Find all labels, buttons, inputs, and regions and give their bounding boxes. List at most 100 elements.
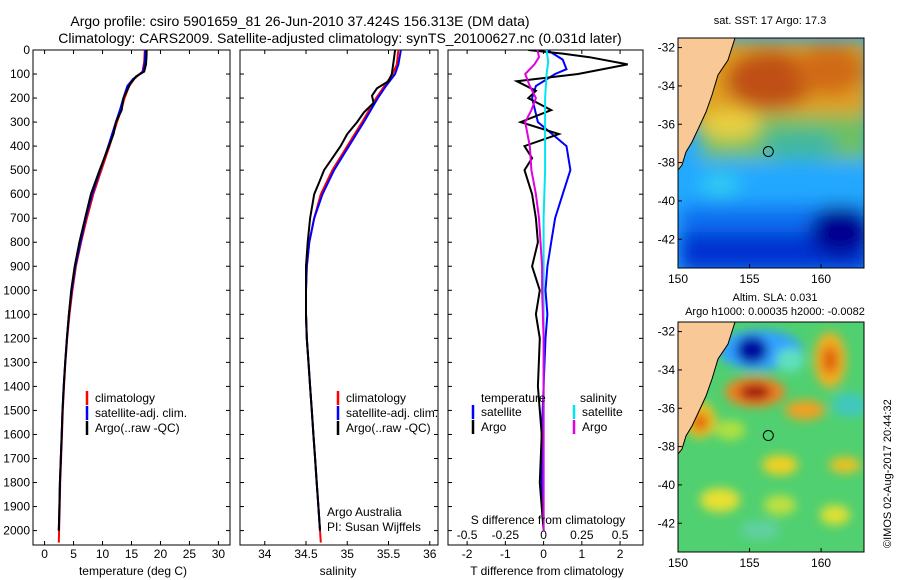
figure-title-line-1: Argo profile: csiro 5901659_81 26-Jun-20…: [70, 13, 529, 29]
salinity-difference-tick-label: 0.5: [612, 528, 629, 542]
map-x-tick-label: 150: [668, 556, 688, 570]
legend-label-temp-argo: Argo: [481, 420, 507, 434]
sst-map-x-axis: 150 155 160: [668, 264, 831, 286]
legend-label-satellite: satellite-adj. clim.: [95, 406, 187, 420]
difference-x-tick-label: -1: [500, 547, 511, 561]
legend-label-argo: Argo(..raw -QC): [95, 421, 180, 435]
map-y-tick-label: -38: [658, 156, 676, 170]
difference-y-ticks: [448, 49, 643, 532]
map-x-tick-label: 150: [668, 272, 688, 286]
legend-label-sal-argo: Argo: [582, 420, 608, 434]
depth-tick-label: 1100: [4, 307, 30, 321]
series-line-argo-raw-qc-: [57, 50, 148, 531]
annotation-argo-australia: Argo Australia: [327, 505, 402, 519]
difference-xlabel: T difference from climatology: [470, 564, 624, 578]
difference-x-tick-label: 0: [540, 547, 547, 561]
salinity-x-tick-label: 34.5: [294, 547, 318, 561]
salinity-legend: climatology satellite-adj. clim. Argo(..…: [336, 391, 438, 435]
salinity-xlabel: salinity: [320, 564, 357, 578]
depth-tick-label: 0: [23, 43, 30, 57]
map-x-tick-label: 160: [811, 556, 831, 570]
depth-tick-label: 500: [10, 163, 30, 177]
difference-series: [513, 50, 628, 531]
depth-tick-label: 600: [10, 187, 30, 201]
depth-tick-label: 900: [10, 259, 30, 273]
difference-top-xlabel: S difference from climatology: [471, 513, 626, 527]
depth-tick-label: 1700: [3, 451, 30, 465]
difference-x-tick-label: 1: [578, 547, 585, 561]
sla-map-frame: [677, 321, 865, 553]
depth-tick-label: 400: [10, 139, 30, 153]
depth-tick-label: 1300: [3, 355, 30, 369]
salinity-difference-tick-label: 0: [540, 528, 547, 542]
depth-tick-label: 700: [10, 211, 30, 225]
legend-label-satellite: satellite-adj. clim.: [346, 406, 438, 420]
map-y-tick-label: -42: [658, 516, 676, 530]
depth-tick-label: 800: [10, 235, 30, 249]
map-y-tick-label: -40: [658, 194, 676, 208]
map-y-tick-label: -32: [658, 325, 676, 339]
temperature-x-tick-label: 30: [212, 547, 226, 561]
temperature-legend: climatology satellite-adj. clim. Argo(..…: [85, 391, 187, 435]
salinity-difference-tick-label: 0.25: [570, 528, 594, 542]
depth-tick-label: 1400: [3, 379, 30, 393]
sst-map-panel: sat. SST: 17 Argo: 17.3 150 155 160 -32 -34…: [658, 15, 865, 286]
depth-axis: 0 100 200 300 400 500 600 700 800 900 1000 1100 1200…: [3, 43, 230, 538]
sst-map-frame: [677, 37, 865, 269]
depth-tick-label: 100: [10, 67, 30, 81]
sst-land-mask: [678, 38, 736, 171]
temperature-xlabel: temperature (deg C): [79, 564, 187, 578]
difference-legend-salinity: salinity satellite Argo: [572, 391, 623, 434]
temperature-x-axis: 0 5 10 15 20 25 30: [41, 50, 225, 561]
imos-credit: ©IMOS 02-Aug-2017 20:44:32: [882, 399, 894, 548]
series-line-salinity-argo: [524, 50, 545, 531]
depth-tick-label: 200: [10, 91, 30, 105]
salinity-x-axis: 34 34.5 35 35.5 36: [258, 50, 437, 561]
legend-title-temperature: temperature: [481, 391, 546, 405]
sla-map-title-line-1: Altim. SLA: 0.031: [733, 292, 818, 304]
temperature-x-tick-label: 5: [70, 547, 77, 561]
sst-map-image: [678, 38, 864, 268]
map-y-tick-label: -42: [658, 232, 676, 246]
salinity-y-ticks: [240, 49, 438, 532]
difference-x-axis: -2 -1 0 1 2 -0.5 -0.25 0 0.25 0.5: [457, 50, 629, 561]
map-y-tick-label: -34: [658, 79, 676, 93]
map-y-tick-label: -40: [658, 478, 676, 492]
difference-legend-temperature: temperature satellite Argo: [471, 391, 546, 434]
salinity-panel: 34 34.5 35 35.5 36 salinity climatology sate…: [239, 49, 439, 578]
figure-title-line-2: Climatology: CARS2009. Satellite-adjuste…: [58, 30, 621, 46]
sla-profile-location-marker: [762, 430, 774, 442]
temperature-x-tick-label: 20: [154, 547, 168, 561]
series-line-temperature-argo: [513, 50, 628, 531]
depth-tick-label: 1200: [3, 331, 30, 345]
sst-map-title: sat. SST: 17 Argo: 17.3: [714, 15, 827, 27]
salinity-difference-tick-label: -0.5: [457, 528, 478, 542]
depth-tick-label: 1500: [3, 403, 30, 417]
difference-x-tick-label: -2: [462, 547, 473, 561]
annotation-pi: PI: Susan Wijffels: [327, 520, 421, 534]
difference-panel: -2 -1 0 1 2 -0.5 -0.25 0 0.25 0.5 T difference fr…: [447, 49, 644, 578]
salinity-x-tick-label: 35.5: [377, 547, 401, 561]
series-line-argo-raw-qc-: [305, 50, 397, 531]
legend-label-sal-satellite: satellite: [582, 405, 623, 419]
depth-tick-label: 1800: [3, 476, 30, 490]
map-y-tick-label: -34: [658, 363, 676, 377]
sla-map-panel: Altim. SLA: 0.031 Argo h1000: 0.00035 h2…: [658, 292, 865, 570]
legend-label-climatology: climatology: [95, 391, 155, 405]
legend-title-salinity: salinity: [580, 391, 617, 405]
depth-tick-label: 1000: [3, 283, 30, 297]
salinity-x-tick-label: 34: [258, 547, 272, 561]
legend-label-temp-satellite: satellite: [481, 405, 522, 419]
difference-x-tick-label: 2: [617, 547, 624, 561]
temperature-axes-frame: [32, 49, 231, 546]
temperature-panel: 0100200300400500600700800900100011001200…: [3, 43, 231, 578]
map-x-tick-label: 155: [740, 272, 760, 286]
depth-tick-label: 1600: [3, 427, 30, 441]
temperature-x-tick-label: 15: [125, 547, 139, 561]
depth-tick-label: 300: [10, 115, 30, 129]
map-x-tick-label: 160: [811, 272, 831, 286]
salinity-difference-tick-label: -0.25: [492, 528, 520, 542]
temperature-x-tick-label: 25: [183, 547, 197, 561]
temperature-x-tick-label: 0: [41, 547, 48, 561]
